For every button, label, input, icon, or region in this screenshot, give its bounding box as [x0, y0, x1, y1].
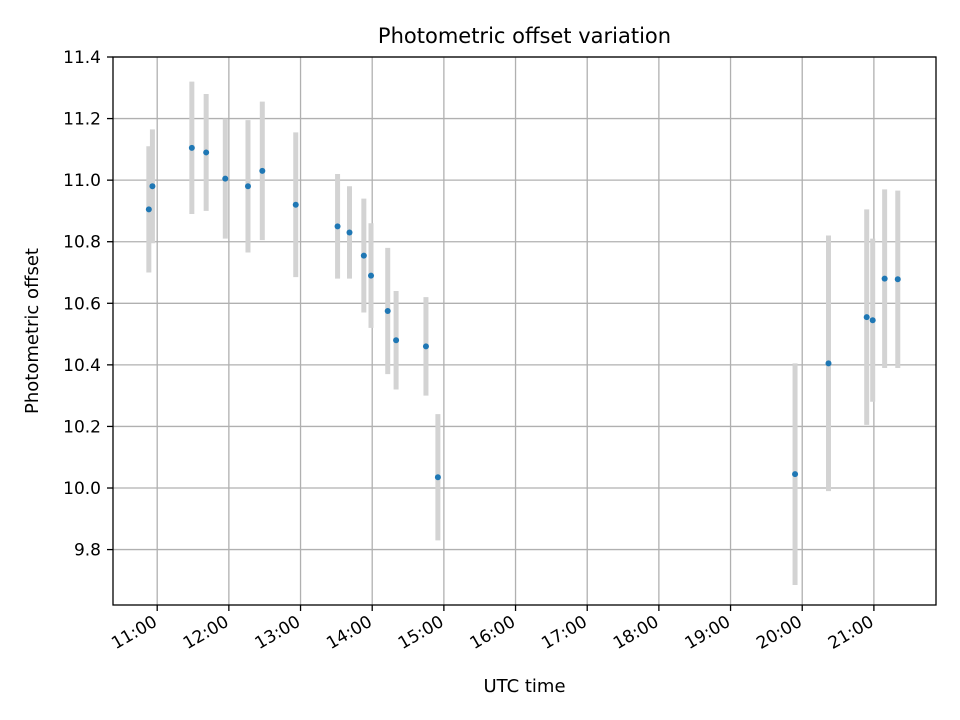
y-tick-label: 10.4 — [63, 356, 101, 376]
data-point — [145, 206, 152, 213]
y-tick-label: 9.8 — [74, 541, 101, 561]
data-point — [434, 474, 441, 481]
x-tick-label: 14:00 — [323, 612, 375, 654]
data-point — [222, 175, 229, 182]
data-point — [422, 343, 429, 350]
y-tick-label: 10.8 — [63, 233, 101, 253]
data-point — [368, 272, 375, 279]
data-point — [825, 360, 832, 367]
data-point — [203, 149, 210, 156]
y-tick-label: 11.2 — [63, 110, 101, 130]
y-tick-label: 10.2 — [63, 417, 101, 437]
x-tick-label: 15:00 — [395, 612, 447, 654]
data-point — [244, 183, 251, 190]
errorbars — [146, 81, 901, 585]
x-tick-label: 12:00 — [180, 612, 232, 654]
y-axis-label: Photometric offset — [22, 248, 43, 414]
data-point — [792, 471, 799, 478]
data-points — [145, 144, 901, 481]
x-tick-label: 21:00 — [825, 612, 877, 654]
data-point — [863, 314, 870, 321]
data-point — [869, 317, 876, 324]
data-point — [894, 276, 901, 283]
grid — [113, 56, 936, 605]
data-point — [149, 183, 156, 190]
data-point — [346, 229, 353, 236]
y-tick-label: 11.0 — [63, 171, 101, 191]
x-tick-label: 16:00 — [467, 612, 519, 654]
y-tick-label: 11.4 — [63, 48, 101, 68]
x-tick-label: 17:00 — [538, 612, 590, 654]
y-tick-label: 10.6 — [63, 294, 101, 314]
chart-title: Photometric offset variation — [378, 24, 671, 48]
data-point — [188, 144, 195, 151]
x-axis-ticks: 11:00 12:00 13:00 14:00 15:00 16:00 17:00 18:00… — [108, 605, 877, 654]
data-point — [360, 252, 367, 259]
data-point — [259, 167, 266, 174]
data-point — [292, 201, 299, 208]
data-point — [334, 223, 341, 230]
x-tick-label: 13:00 — [252, 612, 304, 654]
x-axis-label: UTC time — [483, 676, 565, 697]
data-point — [384, 307, 391, 314]
x-tick-label: 18:00 — [610, 612, 662, 654]
data-point — [393, 337, 400, 344]
plot-frame — [112, 56, 937, 606]
x-tick-label: 19:00 — [682, 612, 734, 654]
data-point — [881, 275, 888, 282]
y-tick-label: 10.0 — [63, 479, 101, 499]
x-tick-label: 11:00 — [108, 612, 160, 654]
y-axis-ticks: 9.8 10.0 10.2 10.4 10.6 10.8 11.0 11.2 11.4 — [63, 48, 113, 561]
x-tick-label: 20:00 — [753, 612, 805, 654]
